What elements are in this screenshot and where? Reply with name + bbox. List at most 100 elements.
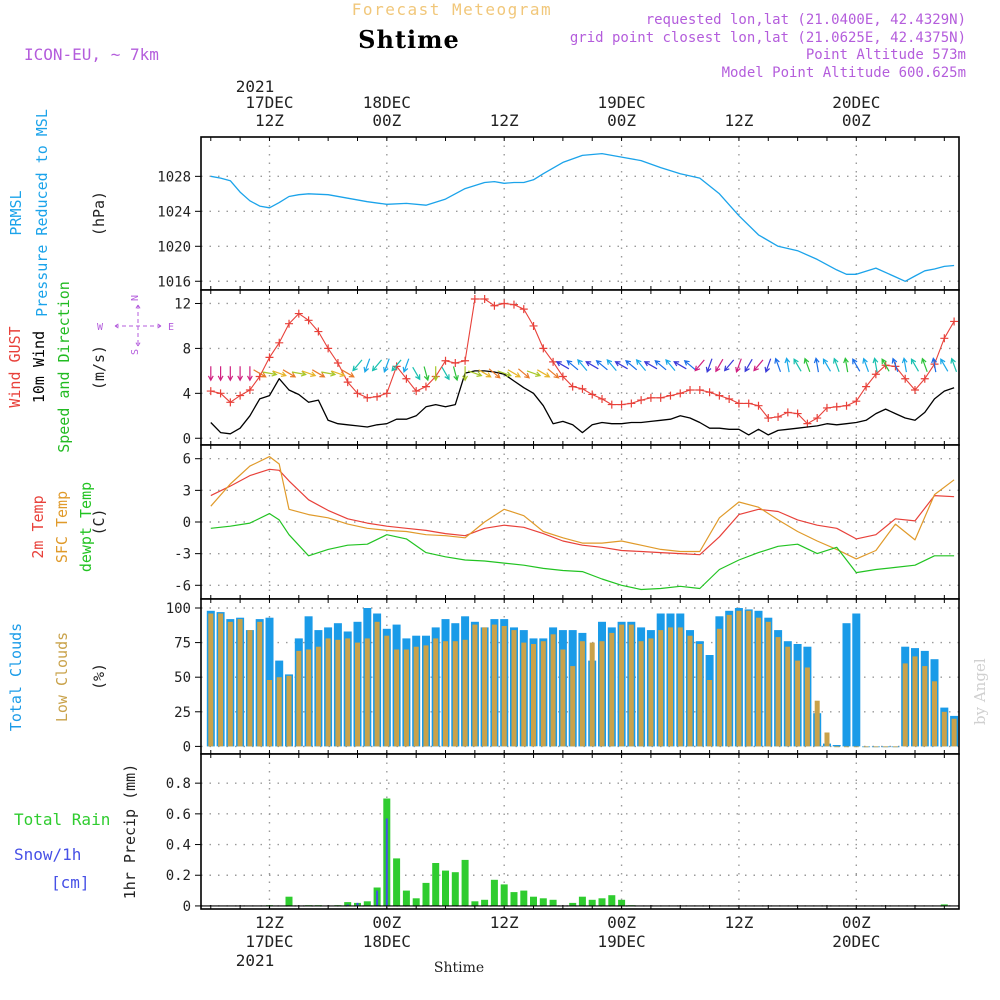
chart-layers: 1016 1020 1024 1028 (hPa) PRMSL Pressure Reduc… (6, 93, 960, 951)
top-time-label: 00Z (607, 111, 636, 130)
panel-background (201, 290, 959, 445)
wind-direction-arrow (723, 359, 735, 372)
y-tick-label: 1028 (157, 169, 191, 185)
gust-marker (578, 384, 587, 393)
low-cloud-bar (932, 681, 937, 747)
wind-direction-arrow (272, 370, 287, 377)
side-label: 10m Wind (30, 331, 48, 403)
gust-marker (206, 387, 215, 396)
low-cloud-bar (892, 746, 898, 748)
rain-bar (510, 892, 518, 906)
snow-legend: Snow/1h (14, 845, 81, 864)
low-cloud-bar (560, 649, 566, 747)
wind-direction-arrow (526, 370, 542, 377)
wind-direction-arrow (452, 366, 459, 382)
wind-direction-arrow (635, 358, 647, 371)
y-tick-label: 0 (183, 739, 191, 755)
gust-marker (871, 370, 880, 379)
gust-marker (529, 321, 538, 330)
low-cloud-bar (765, 621, 771, 747)
wind-direction-arrow (931, 357, 937, 373)
panel-background (201, 445, 959, 599)
temp-dewpoint-line (210, 512, 955, 591)
gust-marker (676, 389, 685, 398)
low-cloud-bar (658, 630, 664, 747)
gust-marker (275, 338, 284, 347)
panel-temperature: -6 -3 0 3 6 (C) 2m Temp SFC Temp dewpt Temp (29, 444, 960, 600)
gust-marker (822, 403, 831, 412)
rain-bar (608, 895, 616, 906)
compass-arrows-icon (114, 304, 162, 347)
top-year-label: 2021 (236, 77, 275, 96)
y-tick-label: 0 (183, 431, 191, 447)
gust-marker (910, 385, 919, 394)
low-cloud-bar (922, 666, 928, 747)
wind-direction-arrow (237, 366, 244, 382)
total-cloud-bar (852, 613, 861, 747)
low-cloud-bar (306, 649, 312, 747)
gust-marker (363, 393, 372, 402)
gust-marker (813, 414, 822, 423)
wind-direction-arrow (753, 359, 764, 372)
rain-bar (539, 898, 547, 906)
gust-marker (950, 317, 959, 326)
top-time-label: 18DEC (363, 93, 411, 112)
wind-direction-arrow (518, 368, 531, 379)
low-cloud-bar (697, 644, 703, 747)
rain-bar (471, 901, 479, 906)
low-cloud-bar (218, 613, 224, 747)
low-cloud-bar (443, 641, 448, 747)
wind-direction-arrow (910, 358, 920, 372)
wind-direction-arrow (412, 366, 421, 381)
wind-direction-arrow (227, 366, 234, 382)
wind-direction-arrow (383, 358, 390, 373)
wind-direction-arrow (507, 369, 522, 378)
rain-bar (422, 882, 430, 906)
gust-marker (666, 391, 675, 400)
bottom-time-label: 18DEC (363, 932, 411, 951)
y-tick-label: 3 (183, 483, 191, 499)
wind-direction-arrow (803, 357, 811, 373)
low-cloud-bar (472, 624, 478, 747)
low-cloud-bar (599, 641, 605, 747)
wind-direction-arrow (536, 369, 551, 378)
snow-bar (356, 902, 359, 906)
gust-marker (793, 409, 802, 418)
side-label: 2m Temp (29, 495, 47, 558)
low-cloud-bar (707, 680, 713, 747)
rain-bar (588, 899, 596, 906)
wind-direction-arrow (253, 369, 267, 378)
y-tick-label: 100 (166, 601, 191, 617)
top-time-label: 19DEC (597, 93, 645, 112)
gust-marker (519, 305, 528, 314)
y-tick-label: 0 (183, 899, 191, 915)
rain-bar (500, 884, 508, 906)
low-cloud-bar (628, 624, 634, 747)
gust-marker (686, 385, 695, 394)
low-cloud-bar (521, 642, 527, 747)
top-time-label: 12Z (255, 111, 284, 130)
wind-direction-arrow (705, 358, 713, 373)
grid-point-location: grid point closest lon,lat (21.0625E, 42… (570, 30, 966, 46)
model-altitude: Model Point Altitude 600.625m (722, 65, 966, 81)
gust-marker (558, 372, 567, 381)
gust-marker (920, 374, 929, 383)
y-axis-label: 1hr Precip (mm) (121, 764, 139, 899)
low-cloud-bar (276, 677, 282, 747)
side-label: Pressure Reduced to MSL (33, 109, 51, 317)
low-cloud-bar (687, 635, 693, 747)
wind-direction-arrow (585, 361, 599, 370)
gust-marker (754, 401, 763, 410)
rain-bar (530, 896, 537, 906)
low-cloud-bar (355, 642, 360, 747)
low-cloud-bar (413, 646, 419, 747)
wind-direction-arrow (891, 357, 899, 373)
x-axis-label: Shtime (434, 960, 484, 976)
low-cloud-bar (208, 613, 214, 747)
gust-marker (500, 299, 509, 308)
gust-marker (627, 399, 636, 408)
wind-direction-arrow (881, 358, 890, 372)
model-name: ICON-EU, ~ 7km (24, 45, 159, 64)
y-tick-label: 0 (183, 515, 191, 531)
side-label: SFC Temp (53, 491, 71, 563)
